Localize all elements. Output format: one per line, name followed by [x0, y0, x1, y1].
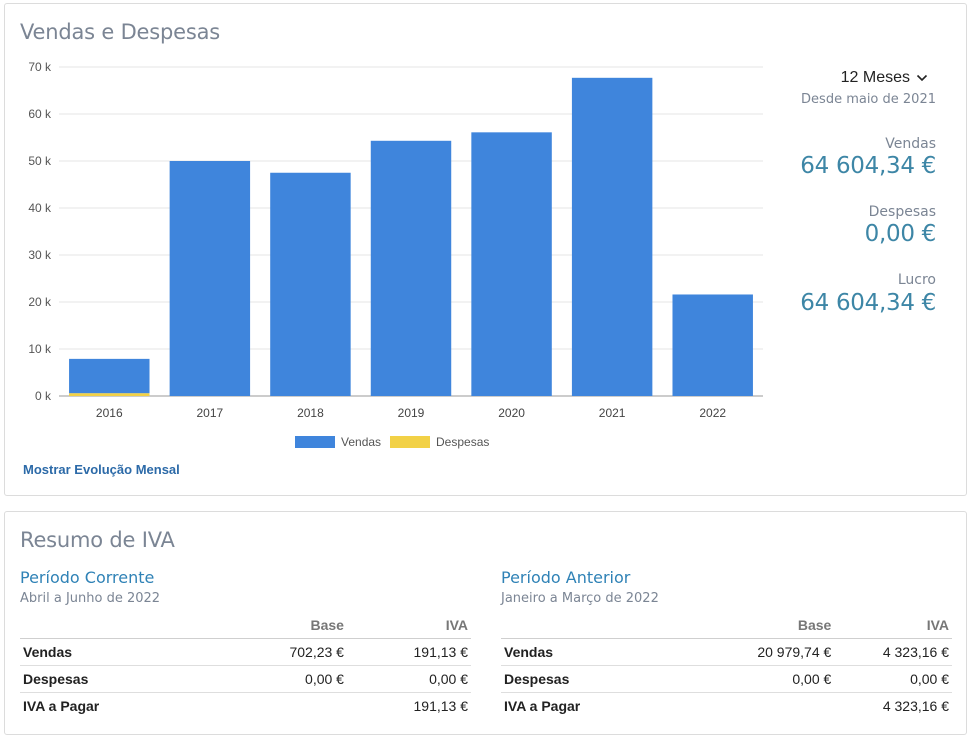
- table-row: IVA a Pagar 191,13 €: [20, 693, 471, 720]
- table-header-empty: [20, 613, 223, 639]
- table-row: Despesas 0,00 € 0,00 €: [501, 665, 952, 693]
- profit-total-value: 64 604,34 €: [800, 290, 936, 316]
- vat-current-period: Período Corrente Abril a Junho de 2022 B…: [20, 568, 471, 720]
- legend-label-vendas: Vendas: [341, 435, 381, 449]
- profit-total-label: Lucro: [897, 272, 936, 288]
- bar-vendas: [370, 140, 452, 396]
- bar-vendas: [471, 132, 552, 396]
- period-dropdown[interactable]: 12 Meses: [841, 69, 928, 87]
- table-header-empty: [501, 613, 704, 639]
- sales-expenses-panel: Vendas e Despesas 0 k 10 k 20 k 30 k 40 k 50 …: [4, 3, 967, 496]
- vat-current-table: Base IVA Vendas 702,23 € 191,13 € Despes…: [20, 613, 471, 720]
- vat-panel-title: Resumo de IVA: [20, 528, 175, 552]
- row-base: 20 979,74 €: [703, 638, 835, 666]
- row-label: Vendas: [20, 638, 223, 666]
- row-iva: 191,13 €: [413, 698, 469, 715]
- table-header-iva: IVA: [346, 613, 471, 639]
- sales-expenses-chart: 0 k 10 k 20 k 30 k 40 k 50 k 60 k 70 k 2016 2017 2…: [28, 60, 763, 449]
- row-iva: 4 323,16 €: [882, 698, 949, 715]
- table-header-base: Base: [703, 613, 835, 639]
- row-label: Despesas: [501, 665, 704, 693]
- vat-previous-period: Período Anterior Janeiro a Março de 2022…: [501, 568, 952, 720]
- table-row: Despesas 0,00 € 0,00 €: [20, 665, 471, 693]
- row-iva: 191,13 €: [346, 638, 471, 666]
- y-tick-label: 40 k: [28, 201, 52, 215]
- sales-total-label: Vendas: [885, 136, 936, 152]
- x-tick-label: 2016: [96, 406, 123, 420]
- chevron-down-icon: [916, 74, 928, 82]
- table-header-base: Base: [222, 613, 347, 639]
- vat-current-heading: Período Corrente: [20, 568, 155, 587]
- sales-total-value: 64 604,34 €: [800, 153, 936, 179]
- row-base: [704, 693, 834, 720]
- x-tick-label: 2020: [498, 406, 525, 420]
- legend-swatch-despesas: [390, 436, 430, 448]
- y-tick-label: 10 k: [28, 342, 52, 356]
- bar-vendas: [270, 172, 351, 396]
- row-iva: 0,00 €: [346, 665, 471, 693]
- bar-vendas: [571, 77, 653, 396]
- row-label: Despesas: [20, 665, 223, 693]
- x-tick-label: 2021: [599, 406, 626, 420]
- bar-vendas: [69, 358, 150, 394]
- vat-previous-table: Base IVA Vendas 20 979,74 € 4 323,16 € D…: [501, 613, 952, 720]
- period-dropdown-label: 12 Meses: [840, 69, 910, 86]
- x-tick-label: 2019: [398, 406, 425, 420]
- bar-despesas: [69, 393, 150, 396]
- y-tick-label: 0 k: [35, 389, 52, 403]
- sales-panel-title: Vendas e Despesas: [20, 20, 221, 44]
- legend-swatch-vendas: [295, 436, 335, 448]
- vat-previous-subtitle: Janeiro a Março de 2022: [501, 591, 659, 606]
- table-header-iva: IVA: [834, 613, 952, 639]
- y-tick-label: 70 k: [28, 60, 52, 74]
- vat-previous-heading: Período Anterior: [501, 568, 631, 587]
- bar-vendas: [672, 294, 753, 396]
- bar-vendas: [169, 161, 251, 396]
- show-monthly-evolution-link[interactable]: Mostrar Evolução Mensal: [23, 462, 180, 477]
- row-label: Vendas: [501, 638, 704, 666]
- x-tick-label: 2017: [197, 406, 224, 420]
- x-tick-label: 2022: [699, 406, 726, 420]
- row-label: IVA a Pagar: [23, 698, 100, 715]
- table-row: IVA a Pagar 4 323,16 €: [501, 693, 952, 720]
- x-tick-label: 2018: [297, 406, 324, 420]
- table-row: Vendas 20 979,74 € 4 323,16 €: [501, 638, 952, 666]
- row-iva: 0,00 €: [834, 665, 952, 693]
- row-base: [223, 693, 347, 720]
- table-row: Vendas 702,23 € 191,13 €: [20, 638, 471, 666]
- period-since-text: Desde maio de 2021: [801, 92, 936, 107]
- y-tick-label: 50 k: [28, 154, 52, 168]
- row-base: 0,00 €: [222, 665, 347, 693]
- expenses-total-value: 0,00 €: [864, 221, 937, 247]
- expenses-total-label: Despesas: [868, 204, 936, 220]
- vat-current-subtitle: Abril a Junho de 2022: [20, 591, 161, 606]
- row-base: 702,23 €: [222, 638, 347, 666]
- row-base: 0,00 €: [703, 665, 835, 693]
- row-iva: 4 323,16 €: [834, 638, 952, 666]
- y-tick-label: 20 k: [28, 295, 52, 309]
- y-tick-label: 30 k: [28, 248, 52, 262]
- legend-label-despesas: Despesas: [436, 435, 489, 449]
- vat-summary-panel: Resumo de IVA Período Corrente Abril a J…: [4, 511, 967, 735]
- y-tick-label: 60 k: [28, 107, 52, 121]
- row-label: IVA a Pagar: [504, 698, 581, 715]
